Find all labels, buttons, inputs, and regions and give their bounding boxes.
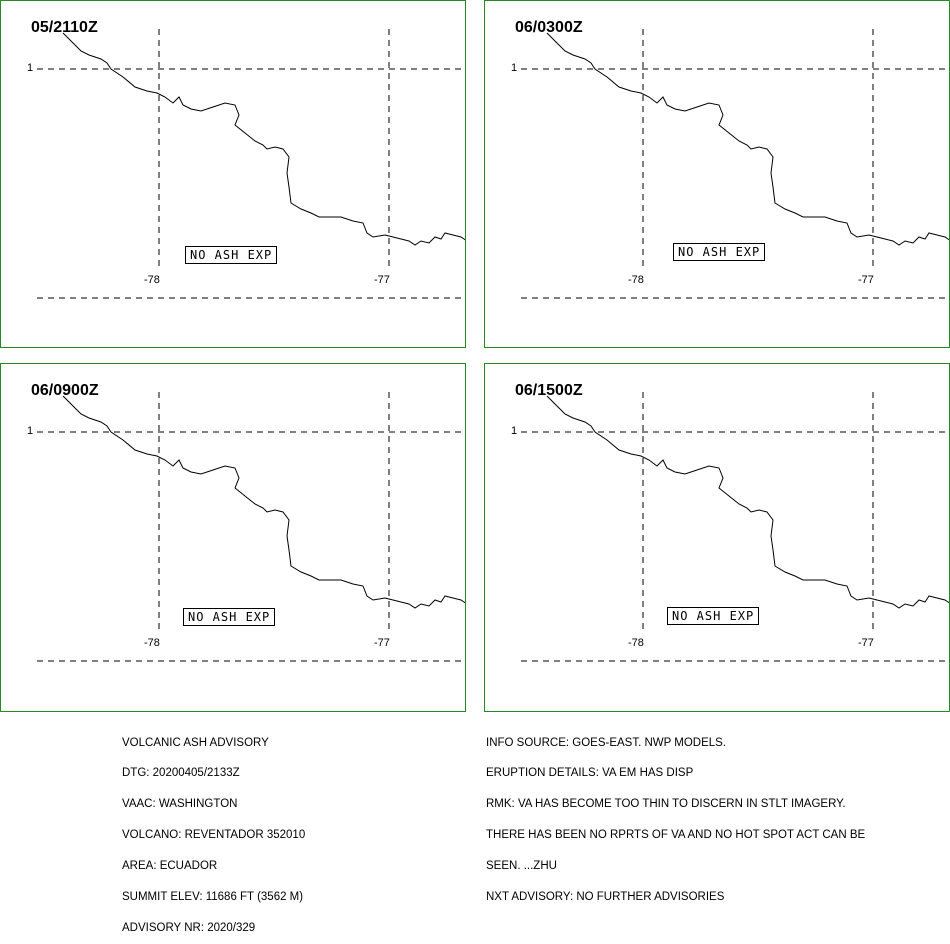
advisory-remark: RMK: VA HAS BECOME TOO THIN TO DISCERN I… [486, 798, 846, 811]
advisory-dtg: DTG: 20200405/2133Z [122, 767, 240, 780]
lon-tick-label: -78 [144, 637, 160, 649]
lon-tick-label: -78 [628, 637, 644, 649]
panel-timestamp: 06/1500Z [515, 382, 583, 399]
advisory-eruption-details: ERUPTION DETAILS: VA EM HAS DISP [486, 767, 694, 780]
lat-tick-label: 1 [27, 425, 34, 437]
lon-tick-label: -77 [858, 274, 874, 286]
advisory-number: ADVISORY NR: 2020/329 [122, 921, 256, 934]
advisory-next: NXT ADVISORY: NO FURTHER ADVISORIES [486, 891, 725, 904]
map-panel: 06/1500Z 1 -78 -77 NO ASH EXP [484, 363, 950, 712]
advisory-remark-cont: THERE HAS BEEN NO RPRTS OF VA AND NO HOT… [486, 829, 866, 842]
panel-timestamp: 06/0900Z [31, 382, 99, 399]
advisory-info-source: INFO SOURCE: GOES-EAST. NWP MODELS. [486, 736, 727, 749]
advisory-summit-elev: SUMMIT ELEV: 11686 FT (3562 M) [122, 891, 304, 904]
lat-tick-label: 1 [511, 62, 518, 74]
map-canvas [37, 29, 465, 299]
no-ash-label: NO ASH EXP [667, 607, 760, 625]
lon-tick-label: -77 [374, 637, 390, 649]
advisory-header-block: VOLCANIC ASH ADVISORY DTG: 20200405/2133… [122, 717, 305, 944]
map-panel: 05/2110Z 1 -78 -77 NO ASH EXP [0, 0, 466, 348]
map-canvas [521, 392, 949, 662]
lon-tick-label: -77 [374, 274, 390, 286]
coastline [546, 395, 949, 609]
map-canvas [521, 29, 949, 299]
no-ash-label: NO ASH EXP [185, 246, 278, 264]
lon-tick-label: -77 [858, 637, 874, 649]
advisory-title: VOLCANIC ASH ADVISORY [122, 736, 269, 749]
no-ash-label: NO ASH EXP [673, 243, 766, 261]
map-panel: 06/0300Z 1 -78 -77 NO ASH EXP [484, 0, 950, 348]
lat-tick-label: 1 [27, 62, 34, 74]
map-panel: 06/0900Z 1 -78 -77 NO ASH EXP [0, 363, 466, 712]
advisory-volcano: VOLCANO: REVENTADOR 352010 [122, 829, 306, 842]
coastline [62, 32, 465, 246]
lon-tick-label: -78 [628, 274, 644, 286]
advisory-details-block: INFO SOURCE: GOES-EAST. NWP MODELS. ERUP… [486, 717, 865, 913]
panel-timestamp: 06/0300Z [515, 19, 583, 36]
map-canvas [37, 392, 465, 662]
lon-tick-label: -78 [144, 274, 160, 286]
coastline [546, 32, 949, 246]
advisory-remark-cont: SEEN. ...ZHU [486, 860, 557, 873]
panel-timestamp: 05/2110Z [31, 19, 98, 36]
advisory-area: AREA: ECUADOR [122, 860, 218, 873]
no-ash-label: NO ASH EXP [183, 608, 276, 626]
advisory-vaac: VAAC: WASHINGTON [122, 798, 238, 811]
lat-tick-label: 1 [511, 425, 518, 437]
coastline [62, 395, 465, 609]
